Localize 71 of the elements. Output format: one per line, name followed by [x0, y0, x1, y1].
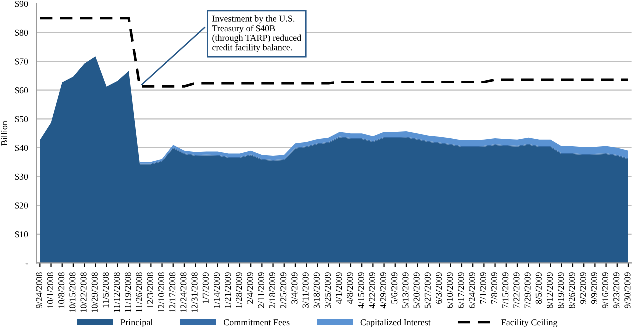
line-series — [38, 17, 630, 88]
y-tick-label: $20 — [15, 202, 28, 210]
x-tick-label: 3/11/2009 — [302, 272, 309, 308]
x-tick-label: 7/22/2009 — [514, 272, 520, 308]
x-tick-label: 8/19/2009 — [558, 272, 564, 308]
x-tick-label: 1/28/2009 — [236, 272, 242, 308]
x-tick-label: 9/9/2009 — [591, 272, 598, 304]
y-tick-label: - — [26, 264, 28, 265]
x-tick-label: 1/14/2009 — [214, 272, 220, 308]
x-tick-label: 4/1/2009 — [336, 272, 342, 304]
x-tick-label: 5/6/2009 — [392, 272, 398, 304]
y-tick-label: $70 — [15, 58, 28, 66]
x-tick-label: 7/1/2009 — [480, 272, 486, 304]
x-tick-label: 4/22/2009 — [369, 272, 376, 309]
x-tick-label: 12/10/2008 — [158, 272, 165, 313]
y-tick-label: $50 — [15, 116, 28, 123]
x-tick-label: 10/29/2008 — [92, 272, 98, 313]
x-tick-label: 9/16/2009 — [602, 272, 609, 309]
x-tick-label: 2/11/2009 — [258, 272, 264, 308]
x-tick-label: 4/8/2009 — [347, 272, 354, 304]
x-tick-label: 8/26/2009 — [569, 272, 576, 308]
legend-label: Facility Ceiling — [502, 319, 558, 328]
x-tick-label: 12/31/2008 — [192, 272, 198, 313]
x-tick-label: 12/24/2008 — [180, 272, 187, 313]
y-tick-label: $30 — [15, 173, 28, 181]
x-tick-label: 3/25/2009 — [324, 272, 332, 308]
x-tick-label: 3/18/2009 — [314, 272, 320, 308]
x-tick-label: 9/2/2009 — [580, 272, 586, 304]
x-tick-label: 9/23/2009 — [614, 272, 620, 309]
y-tick-label: $90 — [15, 0, 28, 8]
x-tick-label: 3/4/2009 — [292, 272, 298, 304]
x-tick-label: 2/4/2009 — [247, 272, 254, 304]
x-tick-label: 9/30/2009 — [624, 272, 631, 309]
x-tick-label: 12/3/2008 — [147, 272, 154, 308]
x-tick-label: 7/29/2009 — [524, 272, 531, 308]
annotation: Investment by the U.S. Treasury of $40B (through TARP) reduced credit facility balance. — [212, 15, 302, 53]
x-tick-label: 10/15/2008 — [70, 272, 76, 313]
legend-label: Capitalized Interest — [360, 319, 431, 328]
x-tick-label: 5/13/2009 — [402, 272, 409, 308]
x-tick-label: 10/22/2008 — [80, 272, 87, 313]
x-tick-label: 8/5/2009 — [536, 272, 542, 304]
y-tick-label: $40 — [15, 144, 28, 152]
y-axis-title: Billion — [1, 121, 8, 146]
x-tick-label: 2/25/2009 — [280, 272, 287, 308]
x-tick-label: 9/24/2008 — [36, 272, 42, 309]
x-tick-label: 11/5/2008 — [102, 272, 110, 308]
x-tick-label: 4/15/2009 — [358, 272, 364, 309]
x-tick-label: 10/8/2008 — [58, 272, 65, 308]
y-tick-label: $10 — [15, 230, 28, 238]
y-tick-label: $80 — [15, 29, 28, 37]
x-tick-label: 12/17/2008 — [170, 272, 176, 313]
x-tick-label: 6/24/2009 — [469, 272, 476, 308]
x-tick-label: 11/19/2008 — [125, 272, 132, 312]
x-tick-label: 6/17/2009 — [458, 272, 464, 308]
x-tick-label: 6/3/2009 — [436, 272, 442, 304]
x-tick-label: 7/15/2009 — [502, 272, 509, 308]
legend-label: Principal — [120, 319, 153, 328]
x-tick-label: 6/10/2009 — [447, 272, 454, 308]
x-tick-label: 7/8/2009 — [491, 272, 498, 304]
x-tick-label: 2/18/2009 — [269, 272, 276, 308]
y-tick-label: $60 — [15, 86, 28, 94]
x-tick-label: 1/7/2009 — [202, 272, 209, 304]
x-tick-label: 10/1/2008 — [47, 272, 54, 308]
x-tick-label: 11/12/2008 — [114, 272, 120, 312]
legend-label: Commitment Fees — [224, 320, 290, 326]
x-tick-label: 11/26/2008 — [136, 272, 142, 312]
x-tick-label: 1/21/2009 — [225, 272, 232, 308]
x-tick-label: 4/29/2009 — [380, 272, 387, 309]
x-tick-label: 5/20/2009 — [414, 272, 420, 308]
x-tick-label: 8/12/2009 — [546, 272, 554, 308]
x-tick-label: 5/27/2009 — [424, 272, 431, 308]
